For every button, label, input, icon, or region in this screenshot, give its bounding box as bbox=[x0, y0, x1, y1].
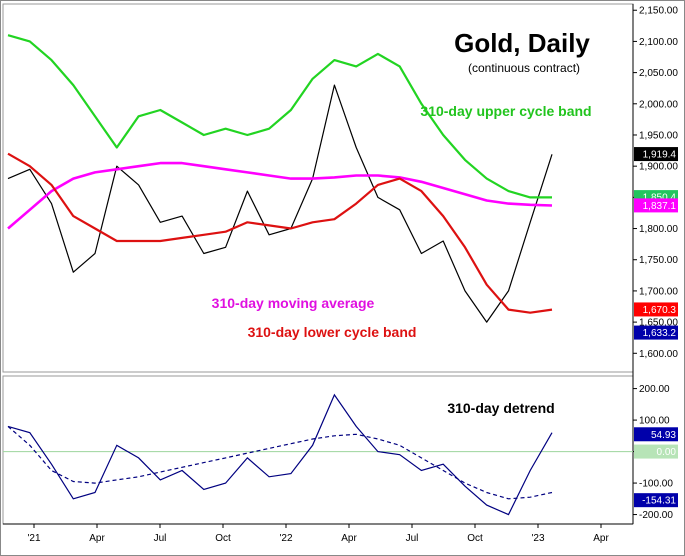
series-line-3 bbox=[7, 152, 553, 314]
price-y-tick-label: 2,150.00 bbox=[639, 6, 678, 17]
value-badges: 1,919.4 1,850.41,837.1 1,670.3 1,633.2 54.93… bbox=[634, 147, 678, 508]
price-series-lines bbox=[7, 34, 553, 323]
x-tick-label: Jul bbox=[406, 533, 419, 544]
detrend-title: 310-day detrend bbox=[447, 400, 554, 416]
value-badge bbox=[634, 325, 678, 340]
chart-subtitle: (continuous contract) bbox=[468, 61, 580, 75]
series-line-0 bbox=[7, 84, 553, 323]
series-line-2 bbox=[7, 161, 553, 230]
detrend-series-line-1 bbox=[7, 425, 553, 500]
price-y-tick-label: 1,650.00 bbox=[639, 318, 678, 329]
x-tick-label: Oct bbox=[467, 533, 483, 544]
chart-title: Gold, Daily bbox=[454, 28, 590, 58]
detrend-series-line-0 bbox=[7, 393, 553, 516]
price-y-tick-label: 1,800.00 bbox=[639, 224, 678, 235]
value-badge-label: 1,837.1 bbox=[643, 201, 677, 212]
value-badge-label: 54.93 bbox=[651, 430, 676, 441]
value-badge bbox=[634, 147, 678, 162]
value-badge bbox=[634, 427, 678, 442]
value-badge-label: 1,670.3 bbox=[643, 305, 677, 316]
upper-band-label: 310-day upper cycle band bbox=[420, 103, 591, 119]
lower-band-label: 310-day lower cycle band bbox=[248, 324, 417, 340]
price-y-tick-label: 1,700.00 bbox=[639, 286, 678, 297]
x-tick-label: Oct bbox=[215, 533, 231, 544]
value-badge-label: 1,919.4 bbox=[643, 150, 677, 161]
price-y-tick-label: 2,100.00 bbox=[639, 37, 678, 48]
x-tick-label: '22 bbox=[279, 533, 292, 544]
detrend-y-tick-label: 200.00 bbox=[639, 384, 670, 395]
value-badge bbox=[634, 493, 678, 508]
detrend-series-lines bbox=[7, 393, 553, 516]
price-y-tick-label: 1,950.00 bbox=[639, 130, 678, 141]
value-badge-label: 0.00 bbox=[657, 447, 677, 458]
detrend-y-tick-label: -100.00 bbox=[639, 479, 673, 490]
value-badge bbox=[634, 198, 678, 213]
value-badge bbox=[634, 302, 678, 317]
detrend-y-tick-label: 100.00 bbox=[639, 416, 670, 427]
value-badge-label: 1,850.4 bbox=[643, 193, 677, 204]
price-y-tick-label: 2,000.00 bbox=[639, 99, 678, 110]
price-y-tick-label: 1,600.00 bbox=[639, 349, 678, 360]
value-badge-label: 1,633.2 bbox=[643, 328, 677, 339]
x-tick-label: Jul bbox=[154, 533, 167, 544]
moving-average-label: 310-day moving average bbox=[212, 295, 375, 311]
x-tick-label: Apr bbox=[89, 533, 105, 544]
price-y-tick-label: 1,900.00 bbox=[639, 162, 678, 173]
x-tick-label: Apr bbox=[341, 533, 357, 544]
value-badge-label: -154.31 bbox=[642, 496, 676, 507]
x-tick-label: '23 bbox=[531, 533, 544, 544]
price-y-tick-label: 1,750.00 bbox=[639, 255, 678, 266]
x-ticks: '21 Apr Jul Oct '22 Apr Jul Oct '23 Apr bbox=[27, 524, 609, 544]
value-badge bbox=[634, 444, 678, 459]
price-y-tick-label: 2,050.00 bbox=[639, 68, 678, 79]
x-tick-label: '21 bbox=[27, 533, 40, 544]
detrend-y-tick-label: -200.00 bbox=[639, 510, 673, 521]
x-tick-label: Apr bbox=[593, 533, 609, 544]
series-line-1 bbox=[7, 34, 552, 199]
